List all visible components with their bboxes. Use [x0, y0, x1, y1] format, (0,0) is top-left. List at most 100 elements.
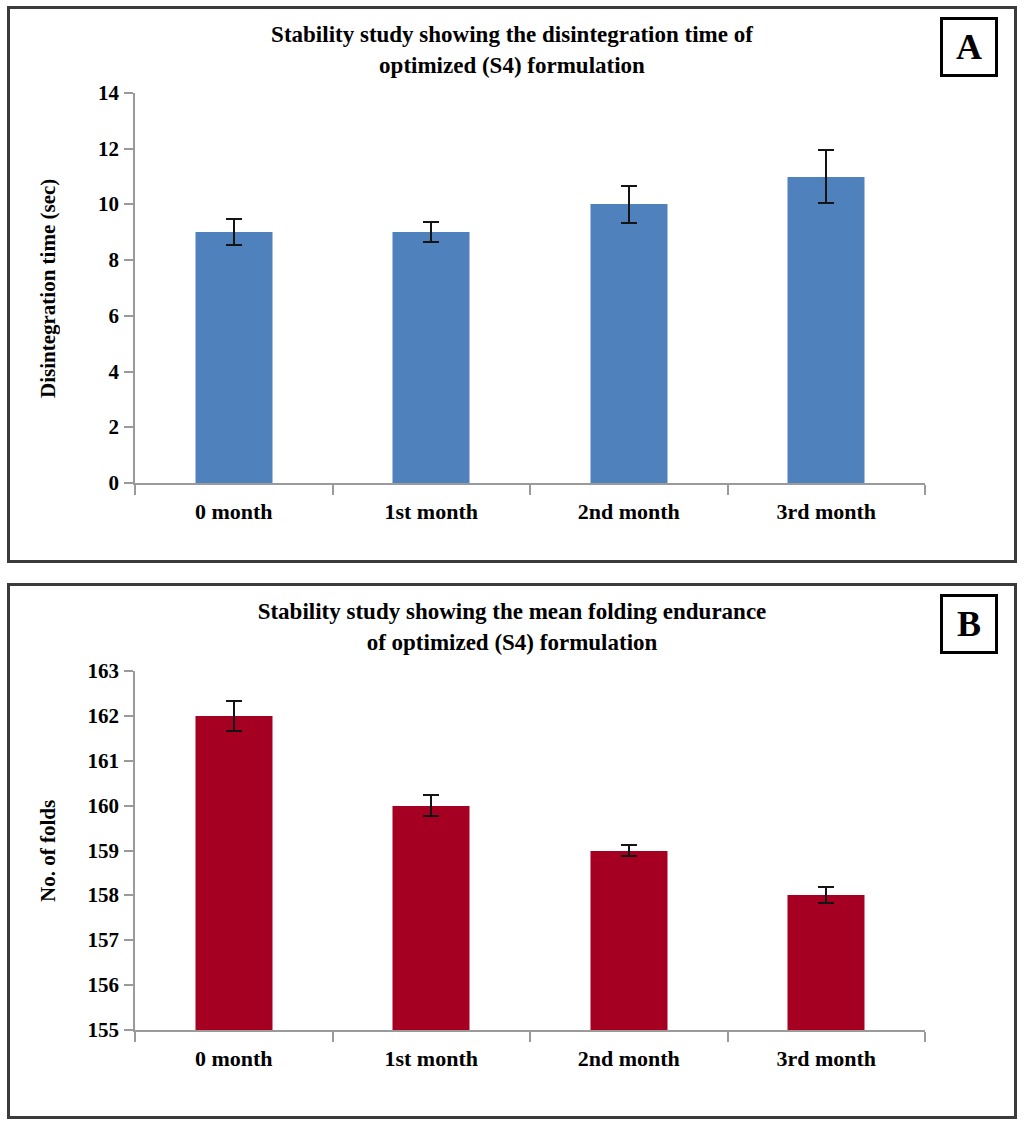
panel-letter-badge: A	[940, 17, 998, 77]
chart-title-line: optimized (S4) formulation	[10, 50, 1014, 81]
y-axis-tick	[124, 1029, 133, 1031]
error-bar-line	[825, 149, 827, 205]
panel-letter: B	[957, 603, 981, 645]
bar	[788, 895, 865, 1030]
bar	[788, 177, 865, 483]
y-axis-tick	[124, 715, 133, 717]
y-axis-tick	[124, 259, 133, 261]
y-axis-tick	[124, 371, 133, 373]
bar	[195, 232, 272, 483]
category-slot: 1st month	[333, 93, 531, 483]
error-bar	[818, 149, 834, 205]
chart-title-line: Stability study showing the disintegrati…	[10, 19, 1014, 50]
y-tick-label: 160	[88, 794, 120, 818]
error-bar-cap	[226, 730, 242, 732]
y-tick-label: 158	[88, 883, 120, 907]
x-axis-tick	[134, 485, 136, 495]
y-tick-label: 0	[109, 471, 120, 495]
y-axis-tick	[124, 760, 133, 762]
y-tick-label: 161	[88, 749, 120, 773]
category-slot: 0 month	[135, 93, 333, 483]
error-bar-cap	[818, 202, 834, 204]
x-axis-tick	[134, 1032, 136, 1042]
y-axis-tick	[124, 148, 133, 150]
x-axis-tick	[727, 485, 729, 495]
plot-area: 024681012140 month1st month2nd month3rd …	[133, 93, 925, 485]
error-bar-cap	[423, 221, 439, 223]
error-bar-cap	[423, 241, 439, 243]
y-axis-tick	[124, 805, 133, 807]
x-axis-tick	[529, 1032, 531, 1042]
error-bar	[621, 844, 637, 857]
error-bar-cap	[226, 700, 242, 702]
bar	[393, 806, 470, 1030]
category-slot: 2nd month	[530, 671, 728, 1030]
y-axis-tick	[124, 670, 133, 672]
category-slot: 1st month	[333, 671, 531, 1030]
error-bar-cap	[818, 886, 834, 888]
category-label: 2nd month	[530, 1046, 728, 1072]
panel-b: Stability study showing the mean folding…	[7, 583, 1017, 1119]
error-bar-cap	[621, 185, 637, 187]
category-slot: 0 month	[135, 671, 333, 1030]
bar	[393, 232, 470, 483]
error-bar-line	[430, 221, 432, 243]
chart-title-line: of optimized (S4) formulation	[10, 627, 1014, 658]
error-bar	[621, 185, 637, 224]
y-axis-tick	[124, 850, 133, 852]
error-bar-line	[233, 218, 235, 246]
y-axis-tick	[124, 482, 133, 484]
x-axis-tick	[924, 1032, 926, 1042]
y-axis-tick	[124, 203, 133, 205]
error-bar-cap	[818, 149, 834, 151]
bar	[590, 851, 667, 1031]
error-bar-line	[628, 185, 630, 224]
category-label: 0 month	[135, 1046, 333, 1072]
y-tick-label: 157	[88, 928, 120, 952]
y-axis-tick	[124, 315, 133, 317]
plot-area: 1551561571581591601611621630 month1st mo…	[133, 671, 925, 1032]
error-bar	[226, 700, 242, 731]
y-tick-label: 155	[88, 1018, 120, 1042]
y-tick-label: 159	[88, 839, 120, 863]
error-bar-cap	[621, 844, 637, 846]
chart-title-line: Stability study showing the mean folding…	[10, 596, 1014, 627]
y-tick-label: 10	[98, 192, 119, 216]
y-axis-title: Disintegration time (sec)	[36, 93, 61, 483]
error-bar-line	[430, 794, 432, 816]
error-bar-cap	[621, 222, 637, 224]
y-tick-label: 4	[109, 360, 120, 384]
error-bar-cap	[621, 855, 637, 857]
error-bar-cap	[423, 794, 439, 796]
y-axis-tick	[124, 894, 133, 896]
y-tick-label: 6	[109, 304, 120, 328]
category-label: 2nd month	[530, 499, 728, 525]
category-slot: 3rd month	[728, 93, 926, 483]
category-label: 3rd month	[728, 1046, 926, 1072]
category-slot: 2nd month	[530, 93, 728, 483]
y-tick-label: 156	[88, 973, 120, 997]
chart-title: Stability study showing the disintegrati…	[10, 19, 1014, 81]
panel-letter-badge: B	[940, 594, 998, 654]
panel-letter: A	[956, 26, 982, 68]
x-axis-tick	[332, 1032, 334, 1042]
x-axis-tick	[924, 485, 926, 495]
y-axis-tick	[124, 984, 133, 986]
panel-a: Stability study showing the disintegrati…	[7, 6, 1017, 563]
error-bar	[423, 794, 439, 816]
y-tick-label: 8	[109, 248, 120, 272]
category-label: 0 month	[135, 499, 333, 525]
x-axis-tick	[529, 485, 531, 495]
category-label: 3rd month	[728, 499, 926, 525]
y-tick-label: 162	[88, 704, 120, 728]
error-bar-cap	[818, 902, 834, 904]
error-bar-line	[233, 700, 235, 731]
y-axis-tick	[124, 426, 133, 428]
y-tick-label: 2	[109, 415, 120, 439]
x-axis-tick	[727, 1032, 729, 1042]
error-bar	[818, 886, 834, 904]
category-label: 1st month	[333, 499, 531, 525]
bar	[195, 716, 272, 1030]
error-bar-cap	[226, 218, 242, 220]
y-axis-title: No. of folds	[36, 671, 61, 1030]
